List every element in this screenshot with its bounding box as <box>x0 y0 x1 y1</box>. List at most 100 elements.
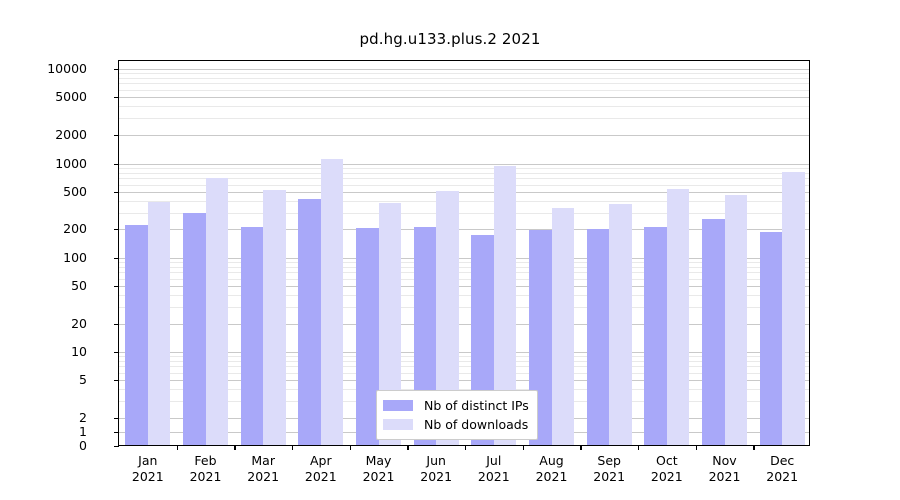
bar-downloads <box>436 190 459 445</box>
bar-downloads <box>724 195 747 445</box>
gridline-major <box>119 164 809 165</box>
bar-distinct-ips <box>586 228 610 445</box>
plot-inner <box>119 61 809 445</box>
bar-distinct-ips <box>298 199 321 445</box>
y-axis-tick <box>114 229 119 231</box>
x-axis-tick-label: Aug 2021 <box>535 453 568 484</box>
y-axis-tick-label: 5 <box>79 372 87 387</box>
bar-downloads <box>493 166 517 445</box>
y-axis-tick <box>114 69 119 71</box>
y-axis-tick-label: 20 <box>71 316 87 331</box>
gridline-major <box>119 69 809 70</box>
x-axis-tick-label: Jun 2021 <box>420 453 453 484</box>
y-axis-tick <box>114 135 119 137</box>
x-axis-tick <box>522 445 524 450</box>
x-axis-tick-label: Oct 2021 <box>650 453 683 484</box>
bar-distinct-ips <box>125 225 148 445</box>
gridline-minor <box>119 78 809 79</box>
gridline-major <box>119 192 809 193</box>
y-axis-tick-label: 10000 <box>47 61 87 76</box>
x-axis-tick-label: Jan 2021 <box>131 453 164 484</box>
gridline-minor <box>119 372 809 374</box>
bar-distinct-ips <box>183 213 206 445</box>
y-axis-tick-label: 1000 <box>55 156 87 171</box>
gridline-minor <box>119 118 809 120</box>
bar-distinct-ips <box>356 228 379 445</box>
x-axis-tick <box>580 445 582 450</box>
x-axis-tick <box>695 445 697 450</box>
x-axis-tick-label: Sep 2021 <box>593 453 626 484</box>
chart-legend: Nb of distinct IPs Nb of downloads <box>376 390 538 440</box>
x-axis-tick <box>638 445 640 450</box>
gridline-minor <box>119 267 809 268</box>
bar-downloads <box>551 208 574 445</box>
x-axis-tick-label: Nov 2021 <box>708 453 741 484</box>
gridline-minor <box>119 356 809 358</box>
y-axis-tick <box>114 432 119 434</box>
bar-downloads <box>609 203 632 445</box>
gridline-major <box>119 97 809 98</box>
y-axis-tick <box>114 418 119 420</box>
gridline-minor <box>119 89 809 91</box>
gridline-minor <box>119 366 809 368</box>
gridline-major <box>119 135 809 136</box>
gridline-minor <box>119 361 809 362</box>
legend-label-downloads: Nb of downloads <box>424 417 529 432</box>
legend-swatch-distinct-ips <box>383 400 413 411</box>
y-axis-tick-label: 100 <box>63 250 87 265</box>
gridline-major <box>119 229 809 230</box>
y-axis-tick <box>114 446 119 448</box>
gridline-minor <box>119 295 809 297</box>
x-axis-tick-label: Dec 2021 <box>766 453 799 484</box>
gridline-minor <box>119 272 809 274</box>
gridline-major <box>119 324 809 325</box>
legend-label-distinct-ips: Nb of distinct IPs <box>424 398 529 413</box>
y-axis-tick-label: 50 <box>71 278 87 293</box>
gridline-minor <box>119 389 809 391</box>
y-axis-tick <box>114 324 119 326</box>
x-axis-tick-label: Jul 2021 <box>477 453 510 484</box>
gridline-minor <box>119 212 809 214</box>
gridline-major <box>119 286 809 287</box>
gridline-minor <box>119 73 809 75</box>
chart-title: pd.hg.u133.plus.2 2021 <box>359 30 541 48</box>
y-axis-tick-label: 2 <box>79 410 87 425</box>
y-axis-tick-label: 500 <box>63 184 87 199</box>
gridline-major <box>119 258 809 259</box>
x-axis-tick-label: May 2021 <box>362 453 395 484</box>
x-axis-tick <box>292 445 294 450</box>
legend-item-downloads: Nb of downloads <box>383 415 529 434</box>
x-axis-tick <box>176 445 178 450</box>
x-axis-tick <box>349 445 351 450</box>
x-axis-tick <box>234 445 236 450</box>
y-axis-tick <box>114 164 119 166</box>
y-axis-tick <box>114 286 119 288</box>
bar-downloads <box>320 158 344 445</box>
gridline-minor <box>119 83 809 85</box>
gridline-minor <box>119 201 809 202</box>
gridline-minor <box>119 173 809 174</box>
y-axis-tick-label: 200 <box>63 221 87 236</box>
x-axis-tick <box>465 445 467 450</box>
y-axis-tick-label: 5000 <box>55 89 87 104</box>
bar-distinct-ips <box>702 218 725 445</box>
y-axis-tick-label: 2000 <box>55 127 87 142</box>
y-axis-tick-label: 10 <box>71 344 87 359</box>
y-axis-tick <box>114 97 119 99</box>
gridline-major <box>119 380 809 381</box>
y-axis-tick <box>114 352 119 354</box>
y-axis-tick <box>114 380 119 382</box>
legend-item-distinct-ips: Nb of distinct IPs <box>383 396 529 415</box>
gridline-major <box>119 352 809 353</box>
bar-downloads <box>782 171 805 445</box>
y-axis-tick <box>114 258 119 260</box>
x-axis-tick-label: Mar 2021 <box>247 453 280 484</box>
y-axis-tick-label: 0 <box>79 438 87 453</box>
gridline-minor <box>119 168 809 170</box>
gridline-minor <box>119 262 809 264</box>
gridline-minor <box>119 184 809 186</box>
x-axis-tick <box>407 445 409 450</box>
gridline-minor <box>119 106 809 108</box>
bar-downloads <box>205 177 228 445</box>
